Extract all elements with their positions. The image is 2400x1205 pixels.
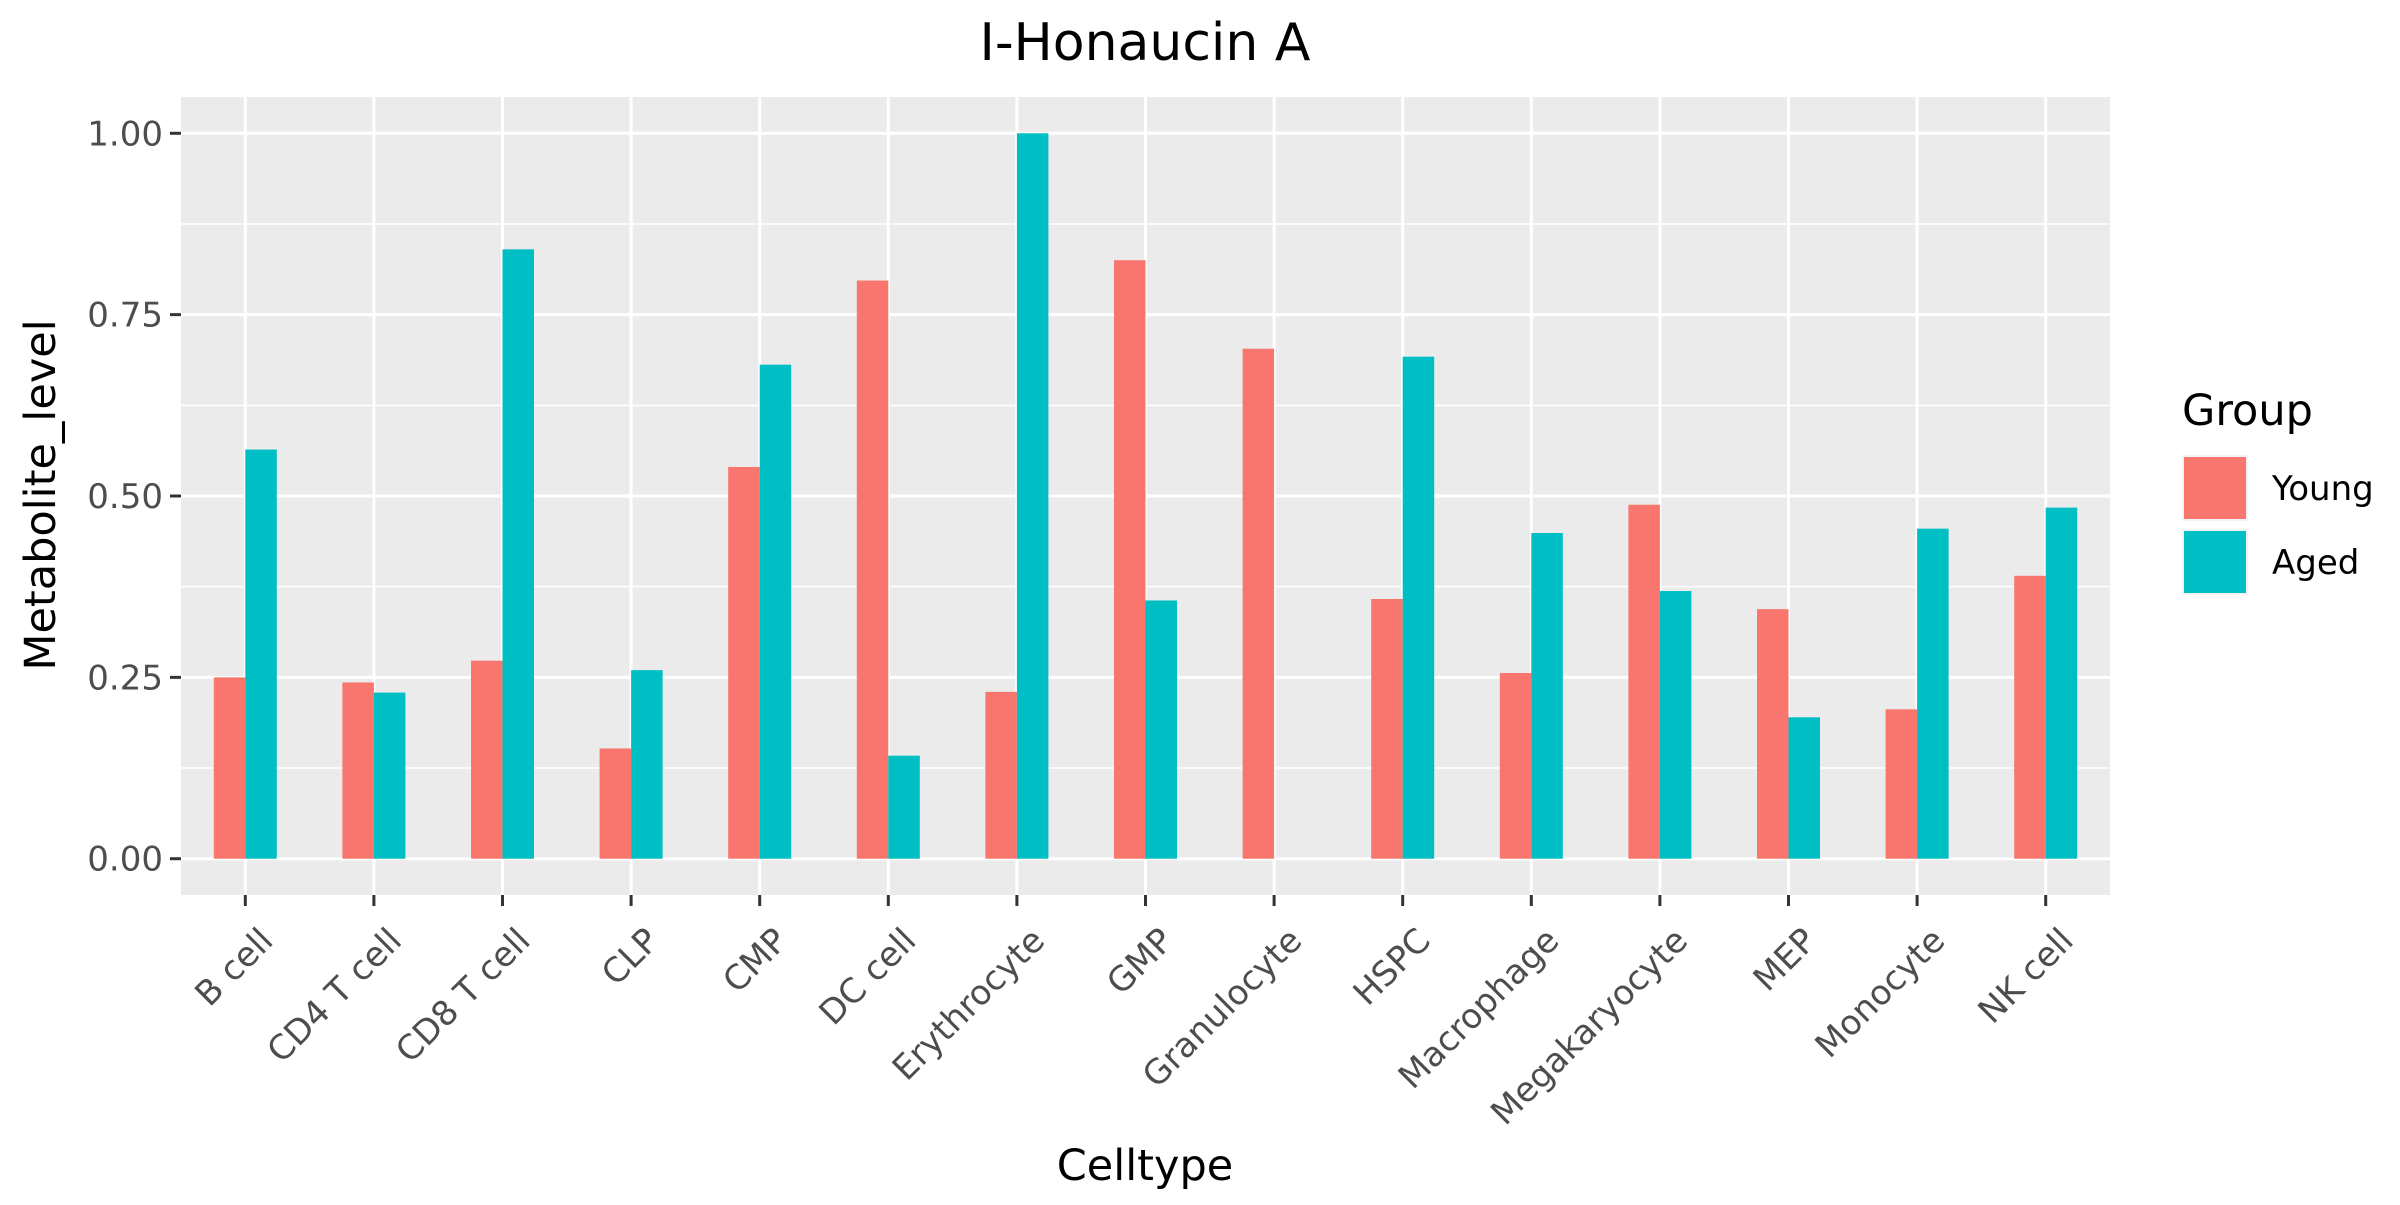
y-tick-label: 0.50 [87, 477, 163, 517]
bar-aged-4 [759, 364, 792, 859]
bar-aged-10 [1531, 532, 1563, 859]
chart-title: I-Honaucin A [980, 13, 1311, 73]
y-tick-label: 0.75 [87, 296, 163, 336]
y-axis-title: Metabolite_level [16, 319, 66, 670]
bar-young-3 [599, 748, 632, 859]
bar-young-0 [213, 677, 246, 859]
legend: Group Young Aged [2182, 386, 2374, 595]
bar-young-9 [1371, 599, 1403, 859]
bar-young-2 [471, 660, 503, 859]
bar-aged-6 [1016, 133, 1049, 859]
legend-label-aged: Aged [2272, 543, 2359, 583]
bars [213, 133, 2078, 859]
bar-young-6 [985, 691, 1017, 859]
bar-aged-1 [373, 692, 406, 859]
bar-young-11 [1628, 504, 1660, 859]
bar-young-1 [342, 682, 374, 859]
y-tick-label: 1.00 [87, 114, 163, 154]
bar-young-8 [1242, 348, 1275, 859]
bar-aged-7 [1145, 600, 1177, 859]
legend-swatch-aged [2184, 531, 2246, 593]
bar-aged-14 [2045, 507, 2078, 859]
y-axis: 0.00 0.25 0.50 0.75 1.00 [87, 114, 181, 880]
bar-aged-2 [502, 249, 534, 859]
bar-young-10 [1499, 673, 1532, 859]
legend-swatch-young [2184, 457, 2246, 519]
bar-young-5 [856, 280, 889, 859]
y-tick-label: 0.25 [87, 658, 163, 698]
bar-young-13 [1885, 709, 1918, 859]
bar-young-4 [728, 466, 760, 859]
y-tick-label: 0.00 [87, 840, 163, 880]
bar-aged-12 [1788, 717, 1820, 859]
bar-aged-13 [1917, 528, 1949, 859]
bar-aged-9 [1402, 356, 1435, 859]
bar-aged-3 [631, 670, 663, 859]
x-axis-title: Celltype [1057, 1141, 1233, 1191]
bar-aged-11 [1659, 591, 1692, 859]
bar-aged-0 [245, 449, 277, 859]
legend-label-young: Young [2271, 469, 2374, 509]
bar-young-7 [1114, 260, 1146, 859]
legend-title: Group [2182, 386, 2313, 436]
bar-young-12 [1757, 609, 1789, 859]
bar-young-14 [2014, 575, 2046, 859]
bar-aged-5 [888, 755, 920, 859]
